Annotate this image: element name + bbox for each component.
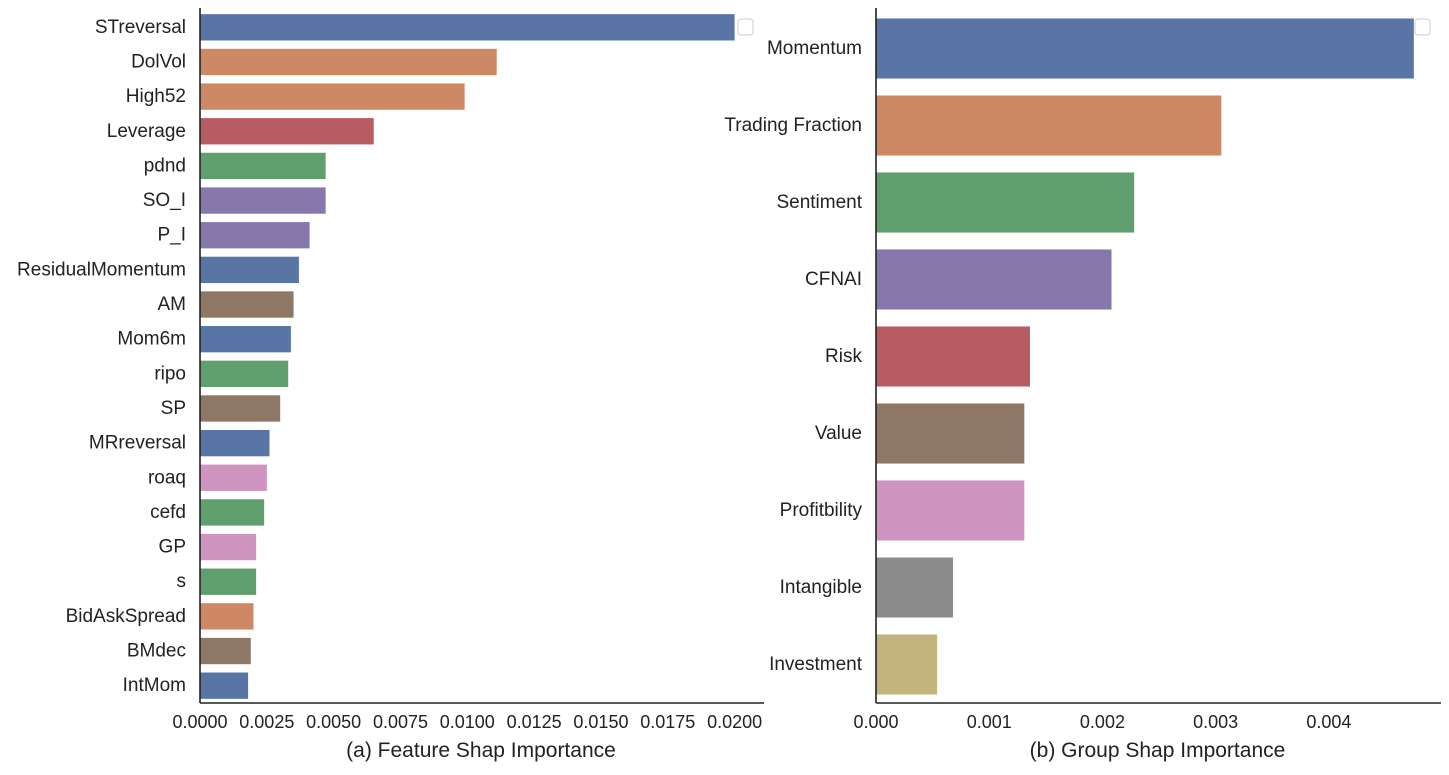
- feature-category-label: High52: [126, 86, 186, 107]
- group-bar: [876, 557, 953, 618]
- feature-x-tick-label: 0.0200: [707, 712, 762, 732]
- feature-bar: [200, 187, 326, 214]
- feature-bar: [200, 360, 289, 387]
- feature-category-label: AM: [158, 294, 187, 315]
- group-bar: [876, 403, 1025, 464]
- feature-category-label: IntMom: [123, 675, 186, 696]
- group-category-label: CFNAI: [805, 269, 862, 290]
- feature-bar: [200, 603, 254, 630]
- feature-category-label: BMdec: [127, 641, 186, 662]
- feature-bar: [200, 118, 374, 145]
- feature-category-label: pdnd: [144, 155, 186, 176]
- feature-x-tick-label: 0.0025: [239, 712, 294, 732]
- feature-bar: [200, 152, 326, 180]
- feature-category-label: Leverage: [107, 121, 186, 142]
- group-x-tick-label: 0.002: [1080, 712, 1125, 732]
- group-bar: [876, 172, 1135, 233]
- feature-category-label: s: [177, 571, 187, 592]
- feature-bar: [200, 637, 251, 665]
- group-bar: [876, 480, 1025, 541]
- group-x-tick-label: 0.001: [967, 712, 1012, 732]
- feature-bar: [200, 429, 270, 457]
- group-bar: [876, 326, 1030, 387]
- feature-x-tick-label: 0.0150: [573, 712, 628, 732]
- feature-category-label: MRreversal: [89, 433, 186, 454]
- group-category-label: Intangible: [780, 577, 862, 598]
- feature-category-label: DolVol: [131, 51, 186, 72]
- feature-x-axis-label: (a) Feature Shap Importance: [346, 739, 616, 762]
- feature-bar: [200, 14, 735, 41]
- feature-category-label: roaq: [148, 467, 186, 488]
- group-x-axis-label: (b) Group Shap Importance: [1030, 739, 1286, 762]
- feature-shap-panel: STreversal DolVol High52 Leverage pdnd SO_I P_…: [17, 8, 764, 762]
- feature-legend-box: [737, 18, 754, 36]
- feature-bar: [200, 395, 281, 422]
- feature-category-label: Mom6m: [117, 329, 186, 350]
- group-bar: [876, 95, 1222, 156]
- feature-category-label: STreversal: [95, 17, 186, 38]
- feature-category-label: GP: [159, 537, 186, 558]
- group-category-label: Risk: [825, 346, 862, 367]
- feature-category-label: P_I: [157, 225, 186, 246]
- group-category-label: Momentum: [767, 38, 862, 59]
- feature-bar: [200, 533, 257, 561]
- feature-bar: [200, 256, 299, 284]
- group-legend-box: [1414, 18, 1431, 36]
- group-category-label: Profitbility: [780, 500, 863, 521]
- feature-bar: [200, 291, 294, 318]
- feature-x-tick-label: 0.0050: [306, 712, 361, 732]
- group-category-label: Trading Fraction: [724, 115, 862, 136]
- feature-bar: [200, 568, 257, 595]
- feature-x-tick-label: 0.0100: [440, 712, 495, 732]
- feature-bar: [200, 83, 465, 110]
- feature-bar: [200, 48, 497, 76]
- group-x-tick-label: 0.003: [1193, 712, 1238, 732]
- group-bar: [876, 634, 938, 695]
- feature-x-tick-label: 0.0175: [640, 712, 695, 732]
- feature-category-label: cefd: [150, 502, 186, 523]
- feature-category-label: ResidualMomentum: [17, 259, 186, 280]
- group-category-label: Investment: [769, 654, 863, 675]
- feature-category-label: SO_I: [143, 190, 186, 211]
- group-bar: [876, 249, 1112, 310]
- feature-x-tick-label: 0.0075: [373, 712, 428, 732]
- feature-category-label: BidAskSpread: [66, 606, 186, 627]
- feature-bar: [200, 499, 265, 526]
- feature-bar: [200, 222, 310, 249]
- group-category-label: Value: [815, 423, 862, 444]
- feature-bar: [200, 464, 267, 491]
- group-x-tick-label: 0.004: [1306, 712, 1351, 732]
- group-category-label: Sentiment: [776, 192, 862, 213]
- group-shap-panel: Momentum Trading Fraction Sentiment CFNAI Ri…: [724, 8, 1441, 762]
- feature-x-tick-label: 0.0125: [507, 712, 562, 732]
- group-bar: [876, 18, 1414, 79]
- feature-category-label: ripo: [154, 363, 186, 384]
- group-x-tick-label: 0.000: [853, 712, 898, 732]
- feature-bar: [200, 672, 249, 699]
- feature-x-tick-label: 0.0000: [172, 712, 227, 732]
- feature-bar: [200, 326, 291, 353]
- feature-category-label: SP: [161, 398, 186, 419]
